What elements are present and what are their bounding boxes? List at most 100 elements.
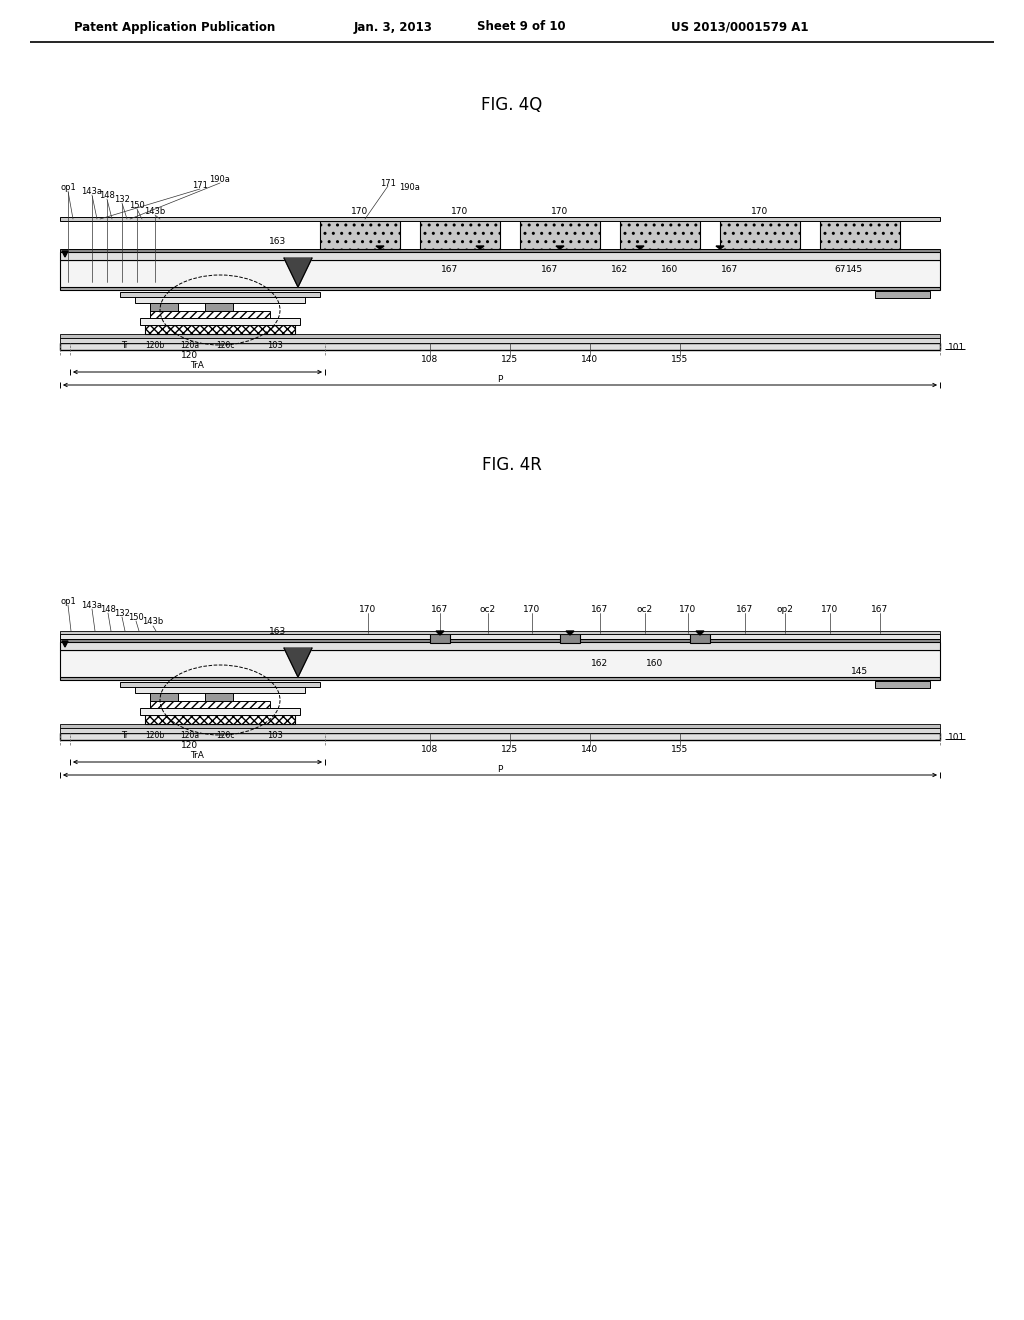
Polygon shape	[284, 648, 312, 677]
Text: 170: 170	[351, 206, 369, 215]
Text: 167: 167	[721, 265, 738, 275]
Text: 145: 145	[851, 668, 868, 676]
Text: oc2: oc2	[480, 605, 496, 614]
Text: P: P	[498, 375, 503, 384]
Text: 103: 103	[267, 342, 283, 351]
Text: 120b: 120b	[145, 342, 165, 351]
Bar	[150, 693, 178, 701]
Text: 170: 170	[821, 605, 839, 614]
Text: 143b: 143b	[144, 206, 166, 215]
Text: Tr: Tr	[122, 342, 129, 351]
Text: op1: op1	[60, 182, 76, 191]
Text: FIG. 4Q: FIG. 4Q	[481, 96, 543, 114]
Text: 160: 160	[662, 265, 679, 275]
Text: 167: 167	[592, 605, 608, 614]
Text: 120b: 120b	[145, 731, 165, 741]
Polygon shape	[566, 631, 574, 635]
Text: op2: op2	[776, 605, 794, 614]
Text: 120: 120	[181, 351, 199, 360]
Text: Jan. 3, 2013: Jan. 3, 2013	[353, 21, 432, 33]
Text: 148: 148	[99, 190, 115, 199]
Text: 167: 167	[431, 605, 449, 614]
Text: 140: 140	[582, 746, 599, 755]
Text: Patent Application Publication: Patent Application Publication	[75, 21, 275, 33]
Bar	[135, 686, 305, 693]
Text: 167: 167	[871, 605, 889, 614]
Text: 120a: 120a	[180, 342, 200, 351]
Text: 170: 170	[523, 605, 541, 614]
Text: 167: 167	[542, 265, 559, 275]
Text: 150: 150	[129, 201, 144, 210]
Text: Sheet 9 of 10: Sheet 9 of 10	[477, 21, 565, 33]
Bar	[430, 634, 450, 643]
Bar	[60, 260, 940, 286]
Bar	[145, 325, 295, 334]
Bar	[150, 701, 270, 708]
Polygon shape	[636, 246, 644, 249]
Bar	[60, 649, 940, 677]
Text: P: P	[498, 764, 503, 774]
Polygon shape	[62, 251, 68, 257]
Bar	[60, 723, 940, 729]
Bar	[560, 634, 580, 643]
Text: 101: 101	[948, 342, 966, 351]
Bar	[60, 338, 940, 343]
Text: 163: 163	[269, 238, 287, 247]
Text: 143a: 143a	[82, 601, 102, 610]
Text: 170: 170	[752, 206, 769, 215]
Text: 140: 140	[582, 355, 599, 364]
Text: 143b: 143b	[142, 618, 164, 627]
Text: 103: 103	[267, 731, 283, 741]
Polygon shape	[476, 246, 484, 249]
Text: 143a: 143a	[82, 186, 102, 195]
Bar	[60, 334, 940, 338]
Text: 170: 170	[452, 206, 469, 215]
Text: 132: 132	[114, 609, 130, 618]
Bar	[140, 708, 300, 715]
Text: 125: 125	[502, 355, 518, 364]
Bar	[420, 220, 500, 249]
Text: TrA: TrA	[190, 751, 204, 760]
Text: 170: 170	[359, 605, 377, 614]
Text: 190a: 190a	[399, 183, 421, 193]
Polygon shape	[696, 631, 705, 635]
Text: 170: 170	[679, 605, 696, 614]
Text: 120c: 120c	[216, 342, 234, 351]
Bar	[135, 297, 305, 304]
Bar	[60, 642, 940, 649]
Bar	[145, 715, 295, 723]
Text: 160: 160	[646, 660, 664, 668]
Bar	[60, 729, 940, 733]
Bar	[60, 252, 940, 260]
Polygon shape	[284, 257, 312, 286]
Text: 171: 171	[380, 178, 396, 187]
Polygon shape	[376, 246, 384, 249]
Bar	[60, 639, 940, 642]
Text: oc2: oc2	[637, 605, 653, 614]
Text: FIG. 4R: FIG. 4R	[482, 455, 542, 474]
Bar	[60, 343, 940, 350]
Text: 67: 67	[835, 265, 846, 275]
Text: 108: 108	[421, 355, 438, 364]
Text: 125: 125	[502, 746, 518, 755]
Bar	[620, 220, 700, 249]
Text: 101: 101	[948, 733, 966, 742]
Text: 145: 145	[847, 265, 863, 275]
Bar	[60, 733, 940, 741]
Text: 155: 155	[672, 355, 688, 364]
Bar	[60, 286, 940, 290]
Text: 190a: 190a	[210, 174, 230, 183]
Text: 120a: 120a	[180, 731, 200, 741]
Text: 170: 170	[551, 206, 568, 215]
Bar	[60, 216, 940, 220]
Bar	[60, 249, 940, 252]
Text: 167: 167	[736, 605, 754, 614]
Text: Tr: Tr	[122, 731, 129, 741]
Bar	[60, 677, 940, 680]
Text: op1: op1	[60, 597, 76, 606]
Bar	[120, 682, 319, 686]
Text: US 2013/0001579 A1: US 2013/0001579 A1	[672, 21, 809, 33]
Bar	[150, 304, 178, 312]
Bar	[720, 220, 800, 249]
Text: 108: 108	[421, 746, 438, 755]
